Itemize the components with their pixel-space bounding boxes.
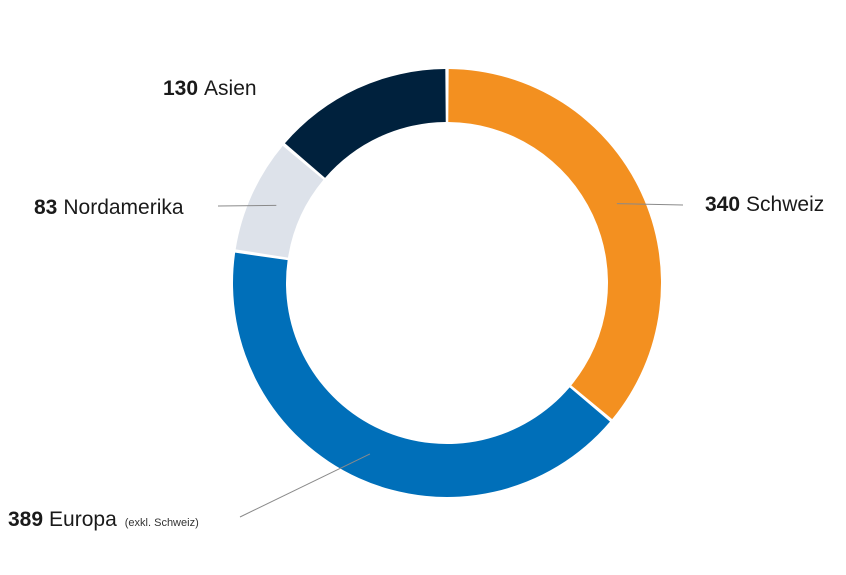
- label-asien-text: Asien: [204, 77, 257, 100]
- label-schweiz-text: Schweiz: [746, 193, 825, 216]
- label-asien: 130 Asien: [163, 77, 257, 101]
- label-europa-text: Europa: [49, 508, 117, 531]
- slice-asien: [284, 69, 446, 178]
- slice-nordamerika: [235, 145, 324, 258]
- label-schweiz-value: 340: [705, 193, 741, 216]
- leader-line-schweiz: [616, 203, 684, 206]
- label-europa-value: 389: [8, 508, 44, 531]
- leader-line-europa: [239, 453, 371, 518]
- slice-schweiz: [448, 69, 661, 420]
- leader-line-nordamerika: [217, 204, 277, 207]
- label-schweiz: 340 Schweiz: [705, 193, 824, 217]
- label-europa: 389 Europa (exkl. Schweiz): [8, 508, 199, 535]
- label-nordamerika-value: 83: [34, 196, 58, 219]
- label-asien-value: 130: [163, 77, 199, 100]
- slice-europa: [233, 252, 611, 497]
- label-nordamerika: 83 Nordamerika: [34, 196, 184, 220]
- label-nordamerika-text: Nordamerika: [63, 196, 184, 219]
- label-europa-note: (exkl. Schweiz): [124, 517, 199, 529]
